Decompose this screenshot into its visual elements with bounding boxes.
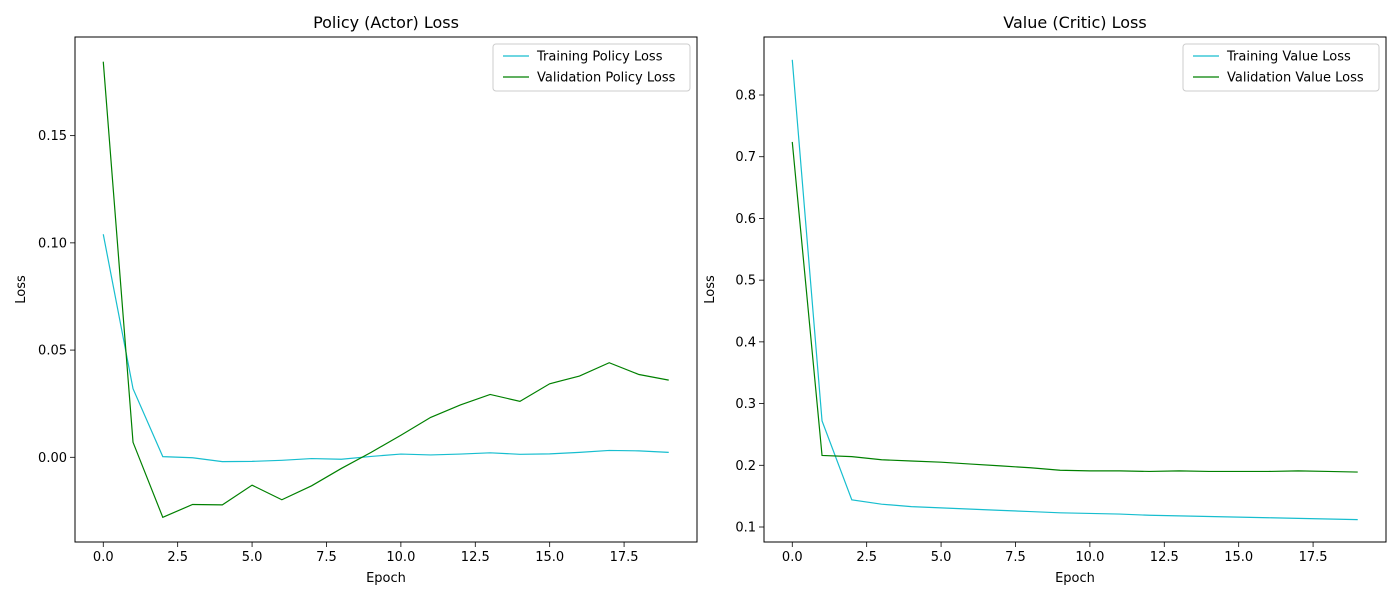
policy-y-tick-label: 0.15 — [38, 129, 67, 144]
policy-x-tick-label: 10.0 — [386, 550, 415, 565]
value-legend-box — [1182, 43, 1380, 92]
value-x-tick-label: 12.5 — [1150, 550, 1179, 565]
policy-y-tick-label: 0.10 — [38, 236, 67, 251]
policy-y-tick-label: 0.00 — [38, 451, 67, 466]
value-x-axis-label: Epoch — [1055, 571, 1095, 586]
value-x-tick-label: 2.5 — [856, 550, 877, 565]
policy-x-tick-label: 5.0 — [242, 550, 263, 565]
policy-x-axis-label: Epoch — [366, 571, 406, 586]
policy-legend-box — [492, 43, 691, 92]
policy-legend-label-1: Training Policy Loss — [536, 50, 663, 65]
policy-plot-frame — [74, 36, 698, 543]
value-x-tick-label: 10.0 — [1075, 550, 1104, 565]
value-series-line-1 — [791, 59, 1358, 521]
value-y-tick-label: 0.6 — [735, 212, 756, 227]
value-legend: Training Value Loss Validation Value Loss — [1182, 43, 1380, 92]
policy-x-tick-label: 7.5 — [316, 550, 337, 565]
value-y-tick-label: 0.2 — [735, 459, 756, 474]
policy-y-tick-label: 0.05 — [38, 344, 67, 359]
value-y-tick-label: 0.4 — [735, 335, 756, 350]
policy-x-tick-label: 17.5 — [610, 550, 639, 565]
value-series-line-2 — [791, 141, 1358, 473]
policy-series-line-2 — [102, 61, 669, 519]
policy-x-tick-label: 15.0 — [535, 550, 564, 565]
policy-x-tick-label: 12.5 — [461, 550, 490, 565]
value-x-tick-label: 17.5 — [1299, 550, 1328, 565]
value-x-tick-label: 7.5 — [1005, 550, 1026, 565]
value-chart: 0.0 2.5 5.0 7.5 10.0 12.5 15.0 17.5 0.1 0.2 0.3 0.4… — [703, 13, 1387, 586]
value-y-tick-label: 0.7 — [735, 150, 756, 165]
policy-chart-title: Policy (Actor) Loss — [313, 13, 459, 32]
policy-x-tick-label: 0.0 — [93, 550, 114, 565]
value-y-tick-label: 0.5 — [735, 274, 756, 289]
value-legend-label-1: Training Value Loss — [1226, 50, 1351, 65]
policy-legend: Training Policy Loss Validation Policy Lo… — [492, 43, 691, 92]
policy-legend-label-2: Validation Policy Loss — [537, 71, 676, 86]
value-x-tick-label: 15.0 — [1224, 550, 1253, 565]
value-y-tick-label: 0.8 — [735, 89, 756, 104]
value-legend-label-2: Validation Value Loss — [1227, 71, 1364, 86]
value-x-tick-label: 0.0 — [782, 550, 803, 565]
value-y-tick-label: 0.1 — [735, 521, 756, 536]
value-chart-title: Value (Critic) Loss — [1003, 13, 1146, 32]
value-y-tick-label: 0.3 — [735, 397, 756, 412]
policy-chart: 0.0 2.5 5.0 7.5 10.0 12.5 15.0 17.5 0.00 0.05 0.10… — [14, 13, 698, 586]
policy-y-axis-label: Loss — [14, 275, 29, 304]
value-plot-frame — [763, 36, 1387, 543]
policy-series-line-1 — [102, 234, 669, 463]
value-y-axis-label: Loss — [703, 275, 718, 304]
policy-x-tick-label: 2.5 — [167, 550, 188, 565]
value-x-tick-label: 5.0 — [931, 550, 952, 565]
